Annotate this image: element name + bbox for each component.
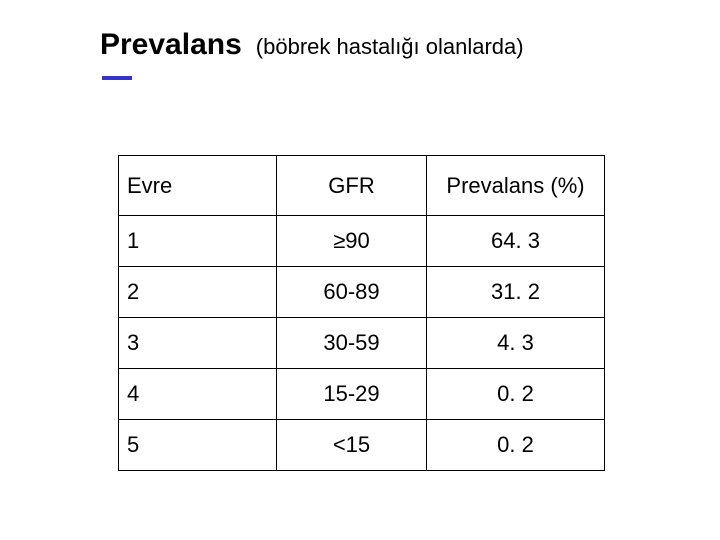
cell-gfr: ≥90 [277, 216, 427, 267]
cell-evre: 5 [119, 420, 277, 471]
cell-evre: 1 [119, 216, 277, 267]
cell-prevalans: 64. 3 [427, 216, 605, 267]
title-main: Prevalans [100, 28, 242, 62]
table-header-row: Evre GFR Prevalans (%) [119, 156, 605, 216]
cell-gfr: 60-89 [277, 267, 427, 318]
cell-prevalans: 0. 2 [427, 369, 605, 420]
table-row: 3 30-59 4. 3 [119, 318, 605, 369]
prevalence-table: Evre GFR Prevalans (%) 1 ≥90 64. 3 2 60-… [118, 155, 605, 471]
col-header-gfr: GFR [277, 156, 427, 216]
table-row: 5 <15 0. 2 [119, 420, 605, 471]
table-row: 1 ≥90 64. 3 [119, 216, 605, 267]
cell-prevalans: 0. 2 [427, 420, 605, 471]
cell-evre: 3 [119, 318, 277, 369]
prevalence-table-wrap: Evre GFR Prevalans (%) 1 ≥90 64. 3 2 60-… [118, 155, 605, 471]
title-accent-bar [102, 76, 132, 80]
cell-gfr: 15-29 [277, 369, 427, 420]
cell-gfr: <15 [277, 420, 427, 471]
cell-evre: 2 [119, 267, 277, 318]
cell-prevalans: 31. 2 [427, 267, 605, 318]
col-header-evre: Evre [119, 156, 277, 216]
cell-evre: 4 [119, 369, 277, 420]
cell-gfr: 30-59 [277, 318, 427, 369]
table-row: 4 15-29 0. 2 [119, 369, 605, 420]
cell-prevalans: 4. 3 [427, 318, 605, 369]
title-sub: (böbrek hastalığı olanlarda) [256, 34, 524, 60]
slide-title: Prevalans (böbrek hastalığı olanlarda) [0, 0, 720, 62]
col-header-prevalans: Prevalans (%) [427, 156, 605, 216]
table-row: 2 60-89 31. 2 [119, 267, 605, 318]
